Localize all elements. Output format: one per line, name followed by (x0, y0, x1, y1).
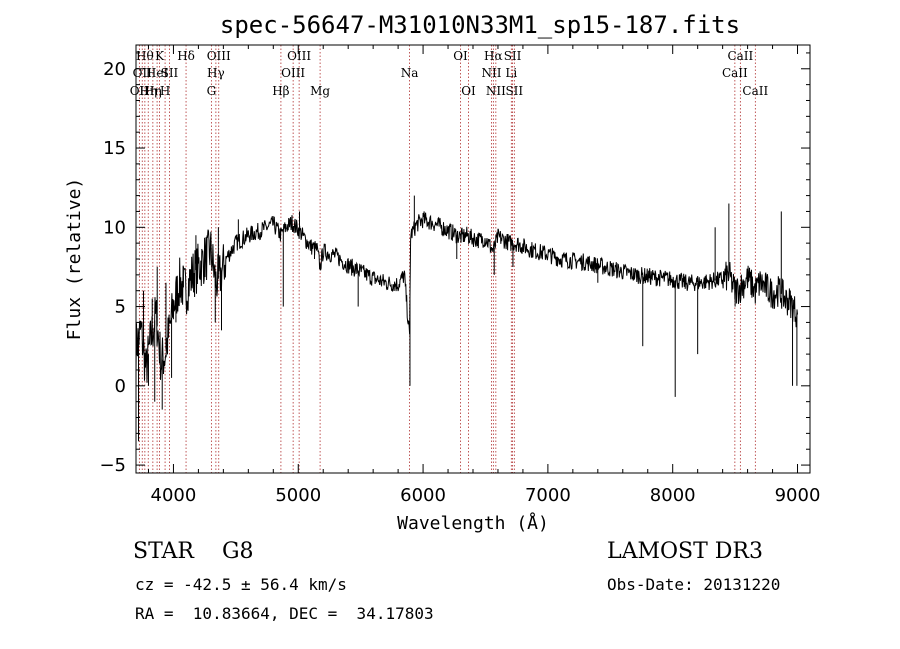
line-label: NII (481, 66, 501, 80)
y-tick-label: 15 (103, 138, 126, 159)
x-tick-label: 5000 (275, 485, 321, 506)
x-tick-label: 9000 (775, 485, 821, 506)
x-axis: 4000 5000 6000 7000 8000 9000 (147, 45, 821, 506)
line-label: OIII (287, 49, 311, 63)
line-label: Hβ (272, 84, 289, 98)
line-label: Hη (144, 84, 162, 98)
line-label: SII (504, 49, 522, 63)
line-label: CaII (742, 84, 768, 98)
line-label: OII (130, 84, 150, 98)
line-label: Hθ (136, 49, 154, 63)
line-label: K (155, 49, 165, 63)
line-label: Hγ (207, 66, 225, 80)
coordinates: RA = 10.83664, DEC = 34.17803 (135, 604, 434, 623)
line-label: SII (505, 84, 523, 98)
line-label: G (207, 84, 217, 98)
y-tick-label: 10 (103, 217, 126, 238)
y-axis: −5 0 5 10 15 20 (99, 52, 810, 476)
spectrum-line (135, 211, 798, 383)
line-label: Mg (310, 84, 330, 98)
y-tick-label: −5 (99, 455, 126, 476)
line-label: Na (401, 66, 419, 80)
line-label: CaII (722, 66, 748, 80)
y-axis-label: Flux (relative) (64, 178, 85, 341)
spectral-line-markers (138, 45, 756, 473)
spectrum-spikes (137, 195, 798, 442)
line-label: SII (161, 66, 179, 80)
x-axis-label: Wavelength (Å) (397, 512, 549, 534)
x-tick-label: 8000 (650, 485, 696, 506)
plot-frame (135, 44, 811, 474)
line-label: Hη (139, 84, 157, 98)
chart-title: spec-56647-M31010N33M1_sp15-187.fits (220, 11, 740, 39)
line-label: H (160, 84, 170, 98)
line-label: Hδ (177, 49, 195, 63)
object-class: STAR G8 (133, 539, 254, 564)
x-tick-label: 7000 (525, 485, 571, 506)
y-tick-label: 0 (115, 376, 126, 397)
obs-date: Obs-Date: 20131220 (607, 575, 781, 594)
line-label: OI (461, 84, 476, 98)
line-label: OIII (281, 66, 305, 80)
line-label: OIII (207, 49, 231, 63)
y-tick-label: 20 (103, 59, 126, 80)
line-label: OII (133, 66, 153, 80)
x-tick-label: 4000 (151, 485, 197, 506)
redshift-text: cz = -42.5 ± 56.4 km/s (135, 575, 347, 594)
x-tick-label: 6000 (400, 485, 446, 506)
line-label: Hα (484, 49, 503, 63)
line-label: CaII (727, 49, 753, 63)
y-tick-label: 5 (115, 297, 126, 318)
line-label: OI (453, 49, 468, 63)
survey-name: LAMOST DR3 (607, 539, 763, 564)
line-label: HeI (146, 66, 169, 80)
line-label: NII (486, 84, 506, 98)
line-label: Li (505, 66, 517, 80)
